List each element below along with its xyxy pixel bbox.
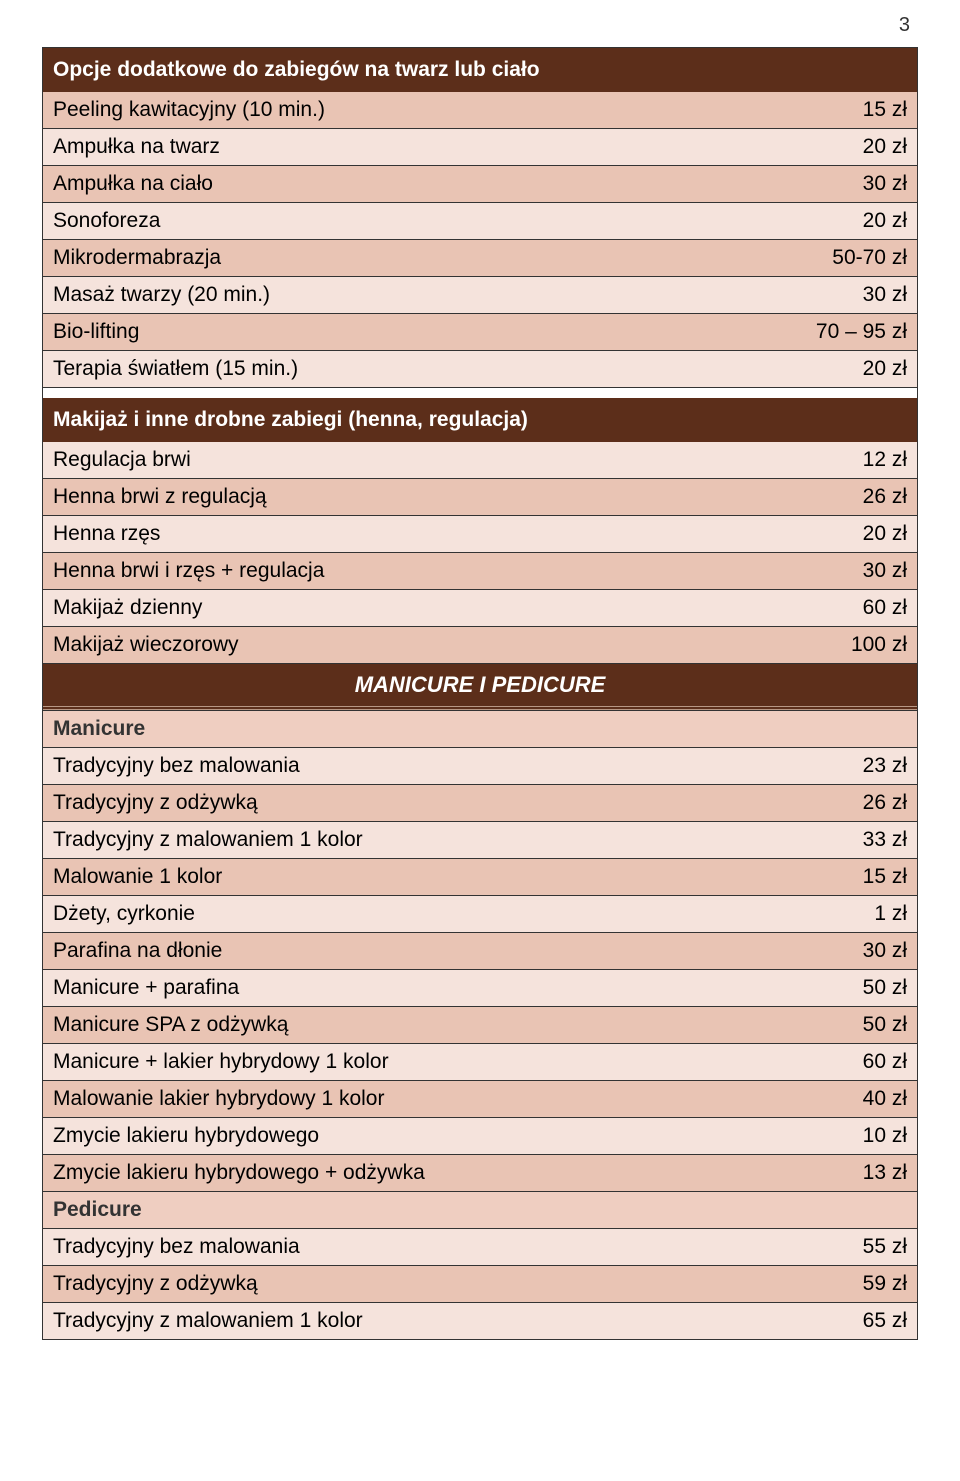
table-row: Terapia światłem (15 min.)20 zł xyxy=(43,350,917,387)
table-row: Dżety, cyrkonie1 zł xyxy=(43,895,917,932)
item-price: 55 zł xyxy=(843,1235,907,1259)
section-header-makeup: Makijaż i inne drobne zabiegi (henna, re… xyxy=(43,398,917,442)
table-row: Zmycie lakieru hybrydowego + odżywka13 z… xyxy=(43,1154,917,1191)
item-label: Parafina na dłonie xyxy=(53,939,843,963)
item-price: 26 zł xyxy=(843,791,907,815)
item-price: 20 zł xyxy=(843,135,907,159)
item-price: 23 zł xyxy=(843,754,907,778)
item-price: 12 zł xyxy=(843,448,907,472)
item-price: 20 zł xyxy=(843,209,907,233)
item-label: Tradycyjny z malowaniem 1 kolor xyxy=(53,828,843,852)
item-label: Makijaż dzienny xyxy=(53,596,843,620)
item-label: Malowanie 1 kolor xyxy=(53,865,843,889)
table-row: Tradycyjny z odżywką26 zł xyxy=(43,784,917,821)
item-label: Mikrodermabrazja xyxy=(53,246,812,270)
item-label: Malowanie lakier hybrydowy 1 kolor xyxy=(53,1087,843,1111)
item-label: Henna rzęs xyxy=(53,522,843,546)
item-price: 50 zł xyxy=(843,976,907,1000)
table-row: Makijaż dzienny60 zł xyxy=(43,589,917,626)
table-row: Tradycyjny z odżywką59 zł xyxy=(43,1265,917,1302)
item-price: 15 zł xyxy=(843,865,907,889)
section-sub-manicure: Manicure xyxy=(43,710,917,748)
table-row: Regulacja brwi12 zł xyxy=(43,442,917,478)
section-sub-pedicure: Pedicure xyxy=(43,1191,917,1229)
item-price: 50 zł xyxy=(843,1013,907,1037)
page-number: 3 xyxy=(0,0,960,47)
item-price: 30 zł xyxy=(843,172,907,196)
item-label: Manicure SPA z odżywką xyxy=(53,1013,843,1037)
table-row: Masaż twarzy (20 min.)30 zł xyxy=(43,276,917,313)
item-label: Manicure + lakier hybrydowy 1 kolor xyxy=(53,1050,843,1074)
item-label: Terapia światłem (15 min.) xyxy=(53,357,843,381)
item-label: Masaż twarzy (20 min.) xyxy=(53,283,843,307)
section-header-additional-options: Opcje dodatkowe do zabiegów na twarz lub… xyxy=(43,48,917,92)
item-price: 20 zł xyxy=(843,522,907,546)
item-price: 15 zł xyxy=(843,98,907,122)
table-row: Manicure + parafina50 zł xyxy=(43,969,917,1006)
item-label: Ampułka na ciało xyxy=(53,172,843,196)
item-price: 20 zł xyxy=(843,357,907,381)
price-list-container: Opcje dodatkowe do zabiegów na twarz lub… xyxy=(0,47,960,1340)
table-row: Malowanie lakier hybrydowy 1 kolor40 zł xyxy=(43,1080,917,1117)
table-row: Henna brwi i rzęs + regulacja30 zł xyxy=(43,552,917,589)
table-row: Parafina na dłonie30 zł xyxy=(43,932,917,969)
item-label: Tradycyjny z odżywką xyxy=(53,1272,843,1296)
table-row: Mikrodermabrazja50-70 zł xyxy=(43,239,917,276)
item-price: 13 zł xyxy=(843,1161,907,1185)
item-price: 65 zł xyxy=(843,1309,907,1333)
mid-title-manicure-pedicure: MANICURE I PEDICURE xyxy=(43,663,917,710)
item-label: Dżety, cyrkonie xyxy=(53,902,854,926)
item-price: 33 zł xyxy=(843,828,907,852)
table-row: Henna rzęs20 zł xyxy=(43,515,917,552)
item-price: 30 zł xyxy=(843,559,907,583)
table-row: Malowanie 1 kolor15 zł xyxy=(43,858,917,895)
item-price: 30 zł xyxy=(843,283,907,307)
item-label: Tradycyjny z odżywką xyxy=(53,791,843,815)
item-price: 50-70 zł xyxy=(812,246,907,270)
table-row: Ampułka na ciało30 zł xyxy=(43,165,917,202)
item-label: Makijaż wieczorowy xyxy=(53,633,831,657)
item-label: Tradycyjny bez malowania xyxy=(53,1235,843,1259)
item-price: 10 zł xyxy=(843,1124,907,1148)
table-row: Manicure + lakier hybrydowy 1 kolor60 zł xyxy=(43,1043,917,1080)
item-label: Sonoforeza xyxy=(53,209,843,233)
table-row: Bio-lifting70 – 95 zł xyxy=(43,313,917,350)
item-price: 100 zł xyxy=(831,633,907,657)
item-price: 70 – 95 zł xyxy=(796,320,907,344)
item-label: Tradycyjny bez malowania xyxy=(53,754,843,778)
table-row: Sonoforeza20 zł xyxy=(43,202,917,239)
item-label: Regulacja brwi xyxy=(53,448,843,472)
table-row: Henna brwi z regulacją26 zł xyxy=(43,478,917,515)
item-label: Henna brwi i rzęs + regulacja xyxy=(53,559,843,583)
table-row: Makijaż wieczorowy100 zł xyxy=(43,626,917,663)
table-row: Tradycyjny bez malowania55 zł xyxy=(43,1229,917,1265)
item-label: Peeling kawitacyjny (10 min.) xyxy=(53,98,843,122)
item-label: Zmycie lakieru hybrydowego + odżywka xyxy=(53,1161,843,1185)
item-label: Ampułka na twarz xyxy=(53,135,843,159)
item-price: 30 zł xyxy=(843,939,907,963)
table-row: Zmycie lakieru hybrydowego10 zł xyxy=(43,1117,917,1154)
table-row: Tradycyjny bez malowania23 zł xyxy=(43,748,917,784)
item-price: 1 zł xyxy=(854,902,907,926)
spacer xyxy=(43,387,917,398)
table-row: Tradycyjny z malowaniem 1 kolor33 zł xyxy=(43,821,917,858)
table-row: Manicure SPA z odżywką50 zł xyxy=(43,1006,917,1043)
item-label: Bio-lifting xyxy=(53,320,796,344)
item-price: 59 zł xyxy=(843,1272,907,1296)
table-row: Peeling kawitacyjny (10 min.)15 zł xyxy=(43,92,917,128)
table-row: Tradycyjny z malowaniem 1 kolor65 zł xyxy=(43,1302,917,1339)
item-label: Zmycie lakieru hybrydowego xyxy=(53,1124,843,1148)
table-row: Ampułka na twarz20 zł xyxy=(43,128,917,165)
item-label: Tradycyjny z malowaniem 1 kolor xyxy=(53,1309,843,1333)
item-price: 60 zł xyxy=(843,1050,907,1074)
item-price: 26 zł xyxy=(843,485,907,509)
item-price: 60 zł xyxy=(843,596,907,620)
item-price: 40 zł xyxy=(843,1087,907,1111)
item-label: Henna brwi z regulacją xyxy=(53,485,843,509)
item-label: Manicure + parafina xyxy=(53,976,843,1000)
